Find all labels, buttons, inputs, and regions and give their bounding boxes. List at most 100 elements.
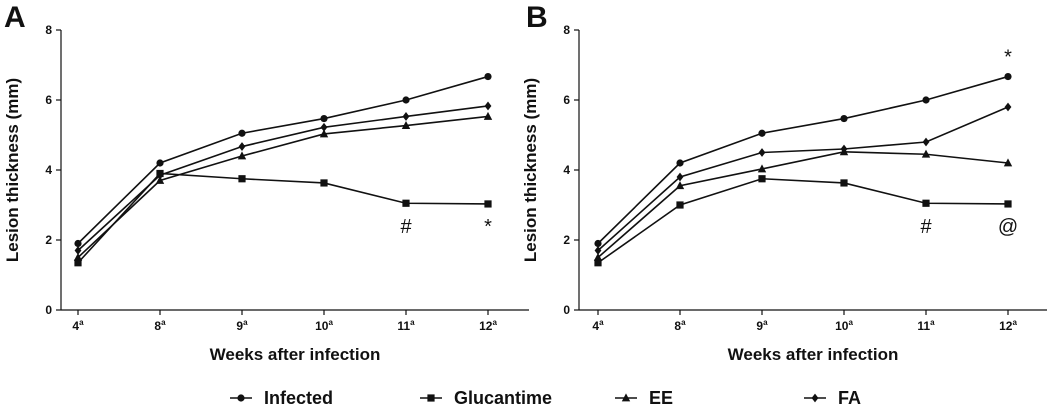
data-point	[320, 114, 328, 123]
y-tick-label: 6	[563, 93, 570, 107]
data-point	[758, 175, 766, 183]
y-tick-label: 6	[45, 93, 52, 107]
data-point	[74, 246, 82, 255]
data-point	[594, 259, 602, 267]
panel-letter: A	[4, 1, 26, 34]
data-point	[921, 149, 931, 158]
data-point	[1004, 200, 1012, 208]
data-point	[237, 151, 247, 160]
data-point	[483, 111, 493, 120]
x-tick-label: 9a	[236, 318, 248, 333]
legend-label: Infected	[264, 388, 333, 408]
data-point	[758, 148, 766, 157]
data-point	[74, 259, 82, 267]
data-point	[922, 96, 930, 104]
data-point	[238, 175, 246, 183]
data-point	[319, 129, 329, 138]
legend-item: Glucantime	[420, 388, 552, 408]
legend-item: FA	[804, 388, 861, 408]
y-tick-label: 8	[45, 23, 52, 37]
data-point	[484, 72, 492, 81]
legend-label: EE	[649, 388, 673, 408]
legend: Infected Glucantime EE FA	[230, 388, 861, 408]
data-point	[757, 164, 767, 173]
series-infected	[74, 72, 492, 248]
data-point	[676, 172, 684, 182]
x-tick-label: 10a	[315, 318, 333, 333]
legend-item: Infected	[230, 388, 333, 408]
data-point	[840, 144, 848, 154]
data-point	[74, 239, 82, 248]
data-point	[402, 199, 410, 207]
significance-mark: #	[400, 216, 412, 238]
series-line	[597, 177, 1009, 264]
data-point	[758, 129, 766, 137]
significance-mark: @	[998, 216, 1018, 238]
legend-marker	[237, 394, 245, 402]
legend-label: Glucantime	[454, 388, 552, 408]
data-point	[1003, 158, 1013, 167]
significance-mark: *	[484, 216, 492, 238]
data-point	[594, 246, 602, 255]
x-tick-label: 8a	[674, 318, 686, 333]
y-tick-label: 0	[45, 303, 52, 317]
y-tick-label: 4	[563, 163, 570, 177]
data-point	[1004, 72, 1012, 81]
series-fa	[74, 101, 492, 255]
series-infected	[594, 72, 1012, 248]
y-axis-title: Lesion thickness (mm)	[521, 78, 540, 262]
data-point	[1004, 102, 1012, 112]
series-glucantime	[594, 175, 1012, 267]
legend-marker	[621, 393, 631, 402]
data-point	[320, 122, 328, 132]
legend-item: EE	[615, 388, 673, 408]
series-line	[77, 172, 489, 264]
x-tick-label: 12a	[999, 318, 1017, 333]
y-tick-label: 2	[563, 233, 570, 247]
data-point	[922, 137, 930, 147]
series-line	[597, 106, 1009, 252]
series-line	[597, 75, 1009, 245]
series-fa	[594, 102, 1012, 255]
x-tick-label: 4a	[72, 318, 84, 333]
significance-mark: #	[920, 216, 932, 238]
data-point	[675, 181, 685, 190]
x-tick-label: 9a	[756, 318, 768, 333]
data-point	[156, 170, 164, 180]
legend-label: FA	[838, 388, 861, 408]
y-tick-label: 8	[563, 23, 570, 37]
legend-marker	[811, 393, 819, 403]
panel-letter: B	[526, 1, 548, 34]
data-point	[402, 96, 410, 104]
significance-mark: *	[1004, 46, 1012, 68]
data-point	[922, 199, 930, 207]
data-point	[676, 159, 684, 167]
series-ee	[593, 147, 1013, 261]
x-tick-label: 10a	[835, 318, 853, 333]
data-point	[484, 200, 492, 208]
data-point	[402, 112, 410, 121]
panel-a: A 0 2 4 6 8 4a 8a 9a 10a 11a 12a Weeks after infecti…	[3, 1, 529, 364]
series-line	[77, 75, 489, 245]
x-tick-label: 12a	[479, 318, 497, 333]
x-tick-label: 11a	[917, 318, 935, 333]
y-tick-label: 4	[45, 163, 52, 177]
data-point	[401, 120, 411, 129]
data-point	[238, 142, 246, 151]
data-point	[484, 101, 492, 111]
data-point	[73, 252, 83, 261]
series-glucantime	[74, 169, 492, 267]
data-point	[593, 252, 603, 261]
data-point	[238, 129, 246, 137]
y-tick-label: 0	[563, 303, 570, 317]
series-line	[77, 105, 489, 252]
data-point	[594, 239, 602, 248]
data-point	[840, 179, 848, 187]
data-point	[155, 175, 165, 184]
y-axis-title: Lesion thickness (mm)	[3, 78, 22, 262]
series-line	[77, 115, 489, 259]
x-tick-label: 8a	[154, 318, 166, 333]
x-axis-title: Weeks after infection	[210, 345, 381, 364]
y-tick-label: 2	[45, 233, 52, 247]
